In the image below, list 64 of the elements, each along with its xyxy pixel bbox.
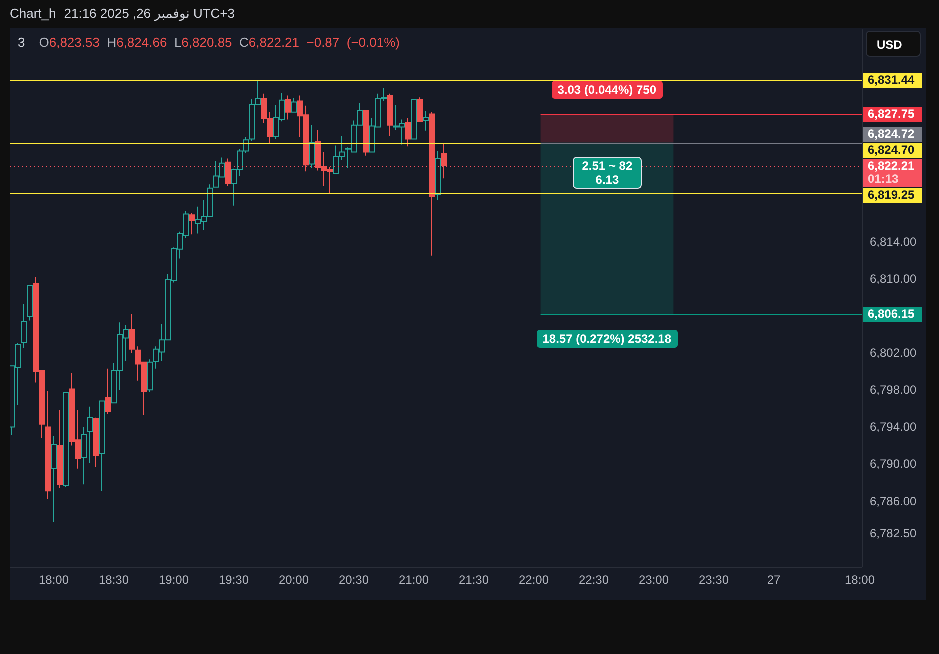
chart-title: 3 (18, 35, 26, 50)
candlestick (57, 410, 63, 489)
x-tick-label: 18:00 (844, 573, 876, 587)
candlestick (291, 98, 297, 113)
candlestick (363, 110, 369, 156)
y-axis-title: USD (866, 31, 921, 57)
ref-line-label: 6,831.44 (868, 73, 916, 88)
candlestick (93, 417, 99, 468)
ref-line-label: 6,824.70 (868, 142, 916, 157)
candlestick (21, 304, 27, 349)
candlestick (27, 285, 33, 322)
x-tick-label: 27 (767, 573, 781, 587)
ref-line-label: 6,822.21 01:13 (868, 158, 916, 186)
x-tick-label: 19:30 (218, 573, 250, 587)
x-tick-label: 21:30 (458, 573, 490, 587)
candlestick (411, 98, 417, 140)
candlestick (105, 368, 111, 415)
candlestick (417, 97, 423, 122)
candlestick (87, 406, 93, 464)
candlestick (81, 426, 87, 486)
candlestick (435, 150, 441, 201)
x-tick-label: 22:30 (578, 573, 610, 587)
x-tick-label: 18:30 (98, 573, 130, 587)
annotation: 2.51 ~ 82 6.13 (582, 158, 633, 187)
band-label: 18.57 (0.272%) 2532.18 (536, 330, 678, 348)
x-tick-label: 21:00 (398, 573, 430, 587)
candlestick (99, 400, 105, 492)
candlestick (225, 158, 231, 187)
candlestick (387, 93, 393, 137)
candlestick (423, 110, 429, 132)
text: O6,823.53 H6,824.66 L6,820.85 C6,822.21 −0.87 (−0.01%) (39, 35, 400, 50)
candlestick (63, 392, 69, 488)
x-tick-label: 23:00 (638, 573, 670, 587)
text: Chart_h (10, 5, 56, 23)
y-tick-label: 6,810.00 (870, 272, 918, 286)
candlestick (129, 314, 135, 354)
x-tick-label: 22:00 (518, 573, 550, 587)
candlestick (285, 95, 291, 120)
x-tick-label: 20:30 (338, 573, 370, 587)
band-label: 3.03 (0.044%) 750 (552, 80, 662, 99)
candlestick (189, 212, 195, 236)
y-tick-label: 6,790.00 (870, 457, 918, 472)
y-tick-label: 6,786.00 (870, 494, 918, 508)
candlestick (429, 112, 435, 256)
y-tick-label: 6,798.00 (870, 383, 918, 398)
x-tick-label: 23:30 (698, 573, 730, 587)
y-tick-label: 6,802.00 (870, 346, 918, 360)
candlestick (45, 390, 51, 500)
candlestick (147, 359, 153, 393)
candlestick (441, 142, 447, 180)
x-tick-label: 18:00 (38, 573, 70, 587)
candlestick (405, 117, 411, 148)
y-tick-label: 6,794.00 (870, 420, 918, 434)
ref-line-label: 6,827.75 (868, 107, 916, 122)
ref-line-label: 6,819.25 (868, 188, 916, 202)
candlestick (51, 436, 57, 524)
ref-line-label: 6,824.72 (868, 126, 916, 141)
y-tick-label: 6,814.00 (870, 235, 918, 250)
candlestick (309, 124, 315, 168)
x-tick-label: 19:00 (158, 573, 190, 587)
ref-line-label: 6,806.15 (868, 307, 916, 322)
text: UTC+3 نوفمبر 26, 2025 21:16 (64, 5, 235, 23)
x-tick-label: 20:00 (278, 573, 310, 587)
y-tick-label: 6,782.50 (870, 526, 918, 541)
